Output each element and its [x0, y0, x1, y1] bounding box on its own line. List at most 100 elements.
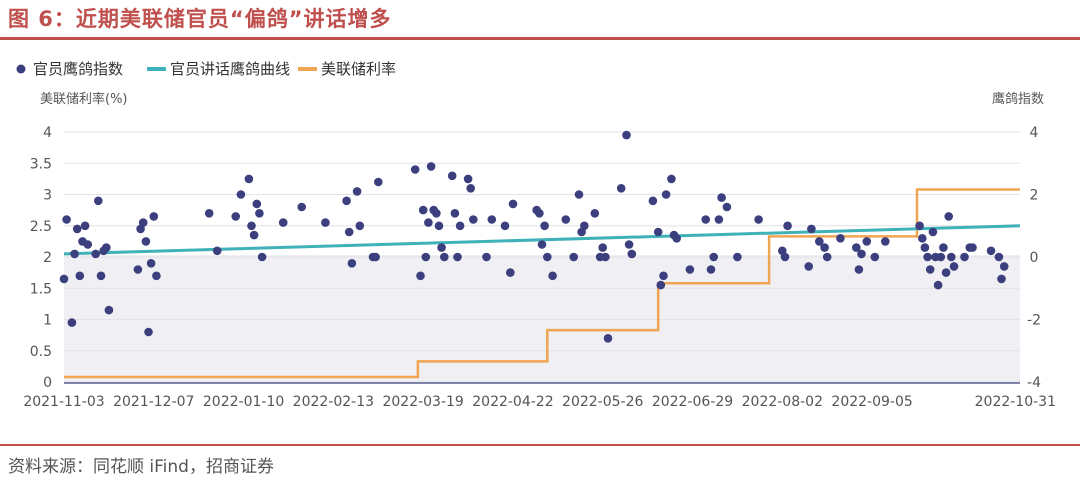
x-tick-label: 2022-05-26: [562, 394, 643, 410]
hawk-dove-point: [466, 184, 476, 193]
hawk-dove-point: [437, 243, 446, 252]
hawk-dove-point: [836, 234, 845, 243]
hawk-dove-point: [783, 221, 792, 231]
hawk-dove-point: [278, 218, 288, 227]
hawk-dove-point: [656, 280, 666, 290]
hawk-dove-point: [500, 221, 510, 231]
hawk-dove-point: [138, 218, 148, 227]
y-left-tick-label: 1.5: [30, 281, 52, 297]
y-right-tick-label: 2: [1030, 188, 1039, 204]
hawk-dove-point: [918, 234, 927, 243]
hawk-dove-point: [569, 252, 578, 262]
hawk-dove-point: [997, 274, 1006, 284]
hawk-dove-point: [754, 215, 763, 224]
hawk-dove-point: [672, 234, 681, 243]
chart: 官员鹰鸽指数 官员讲话鹰鸽曲线 美联储利率 美联储利率(%) 鹰鸽指数 0 0.5…: [16, 60, 1056, 410]
hawk-dove-point: [421, 252, 431, 262]
hawk-dove-point: [590, 209, 600, 218]
hawk-dove-point: [455, 221, 465, 231]
hawk-dove-point: [96, 271, 106, 281]
right-y-ticks: -4 -2 0 2 4: [1027, 125, 1041, 391]
hawk-dove-point: [733, 252, 742, 262]
hawk-dove-point: [852, 243, 861, 252]
hawk-dove-point: [999, 262, 1009, 271]
legend-dots-label: 官员鹰鸽指数: [33, 60, 123, 78]
y-left-tick-label: 2: [43, 250, 52, 266]
hawk-dove-point: [72, 224, 82, 234]
hawk-dove-point: [463, 174, 473, 184]
grid-lines: [64, 131, 1020, 383]
hawk-dove-point: [949, 262, 959, 271]
hawk-dove-point: [352, 187, 362, 196]
hawk-dove-point: [80, 221, 90, 231]
hawk-dove-point: [717, 193, 726, 202]
hawk-dove-point: [653, 227, 663, 237]
hawk-dove-point: [947, 252, 956, 262]
hawk-dove-point: [685, 265, 695, 274]
hawk-dove-point: [133, 265, 143, 274]
hawk-dove-point: [426, 162, 436, 171]
hawk-dove-point: [244, 174, 254, 184]
hawk-dove-point: [297, 202, 307, 212]
legend-dots-marker: [16, 64, 26, 74]
x-tick-label: 2022-03-19: [382, 394, 463, 410]
title-rule: [0, 37, 1080, 40]
hawk-dove-point: [706, 265, 716, 274]
hawk-dove-point: [236, 190, 246, 199]
hawk-dove-point: [537, 240, 547, 249]
hawk-dove-point: [418, 205, 428, 215]
hawk-dove-point: [933, 280, 943, 290]
hawk-dove-point: [780, 252, 790, 262]
hawk-dove-point: [804, 262, 813, 271]
hawk-dove-point: [574, 190, 584, 199]
y-right-tick-label: 4: [1030, 125, 1039, 141]
hawk-dove-point: [344, 227, 354, 237]
hawk-dove-point: [807, 224, 816, 234]
hawk-dove-point: [624, 240, 634, 249]
hawk-dove-point: [601, 252, 610, 262]
hawk-dove-point: [255, 209, 264, 218]
hawk-dove-point: [146, 259, 156, 268]
y-left-tick-label: 0.5: [30, 344, 52, 360]
x-tick-label: 2022-08-02: [742, 394, 823, 410]
hawk-dove-point: [249, 230, 259, 240]
source-note: 资料来源：同花顺 iFind，招商证券: [8, 457, 274, 477]
hawk-dove-point: [994, 252, 1004, 262]
hawk-dove-point: [67, 318, 77, 327]
hawk-dove-point: [149, 212, 159, 221]
hawk-dove-point: [104, 305, 114, 315]
hawk-dove-point: [247, 221, 256, 231]
x-tick-label: 2022-01-10: [203, 394, 284, 410]
hawk-dove-point: [986, 246, 996, 256]
hawk-dove-point: [252, 199, 262, 209]
hawk-dove-point: [622, 130, 631, 140]
legend-trend-marker: [147, 67, 166, 71]
hawk-dove-point: [102, 243, 111, 252]
hawk-dove-point: [535, 209, 544, 218]
x-tick-label: 2022-06-29: [652, 394, 733, 410]
y-left-tick-label: 3: [43, 188, 52, 204]
hawk-dove-point: [627, 249, 637, 259]
hawk-dove-point: [434, 221, 444, 231]
hawk-dove-point: [603, 334, 613, 343]
hawk-dove-point: [83, 240, 93, 249]
hawk-dove-point: [487, 215, 497, 224]
y-right-tick-label: 0: [1030, 250, 1039, 266]
y-right-tick-label: -2: [1027, 313, 1041, 329]
hawk-dove-point: [424, 218, 433, 227]
hawk-dove-point: [94, 196, 103, 206]
legend-rate-marker: [298, 67, 317, 71]
hawk-dove-point: [70, 249, 79, 259]
figure-title: 图 6：近期美联储官员“偏鸽”讲话增多: [8, 7, 392, 31]
y-right-tick-label: -4: [1027, 375, 1041, 391]
legend-rate-label: 美联储利率: [321, 60, 396, 78]
hawk-dove-point: [374, 177, 383, 187]
hawk-dove-point: [862, 237, 872, 246]
hawk-dove-point: [561, 215, 571, 224]
hawk-dove-point: [59, 274, 69, 284]
y-left-tick-label: 3.5: [30, 156, 52, 172]
hawk-dove-point: [506, 268, 515, 277]
hawk-dove-point: [141, 237, 151, 246]
y-left-tick-label: 1: [43, 313, 52, 329]
hawk-dove-point: [347, 259, 357, 268]
